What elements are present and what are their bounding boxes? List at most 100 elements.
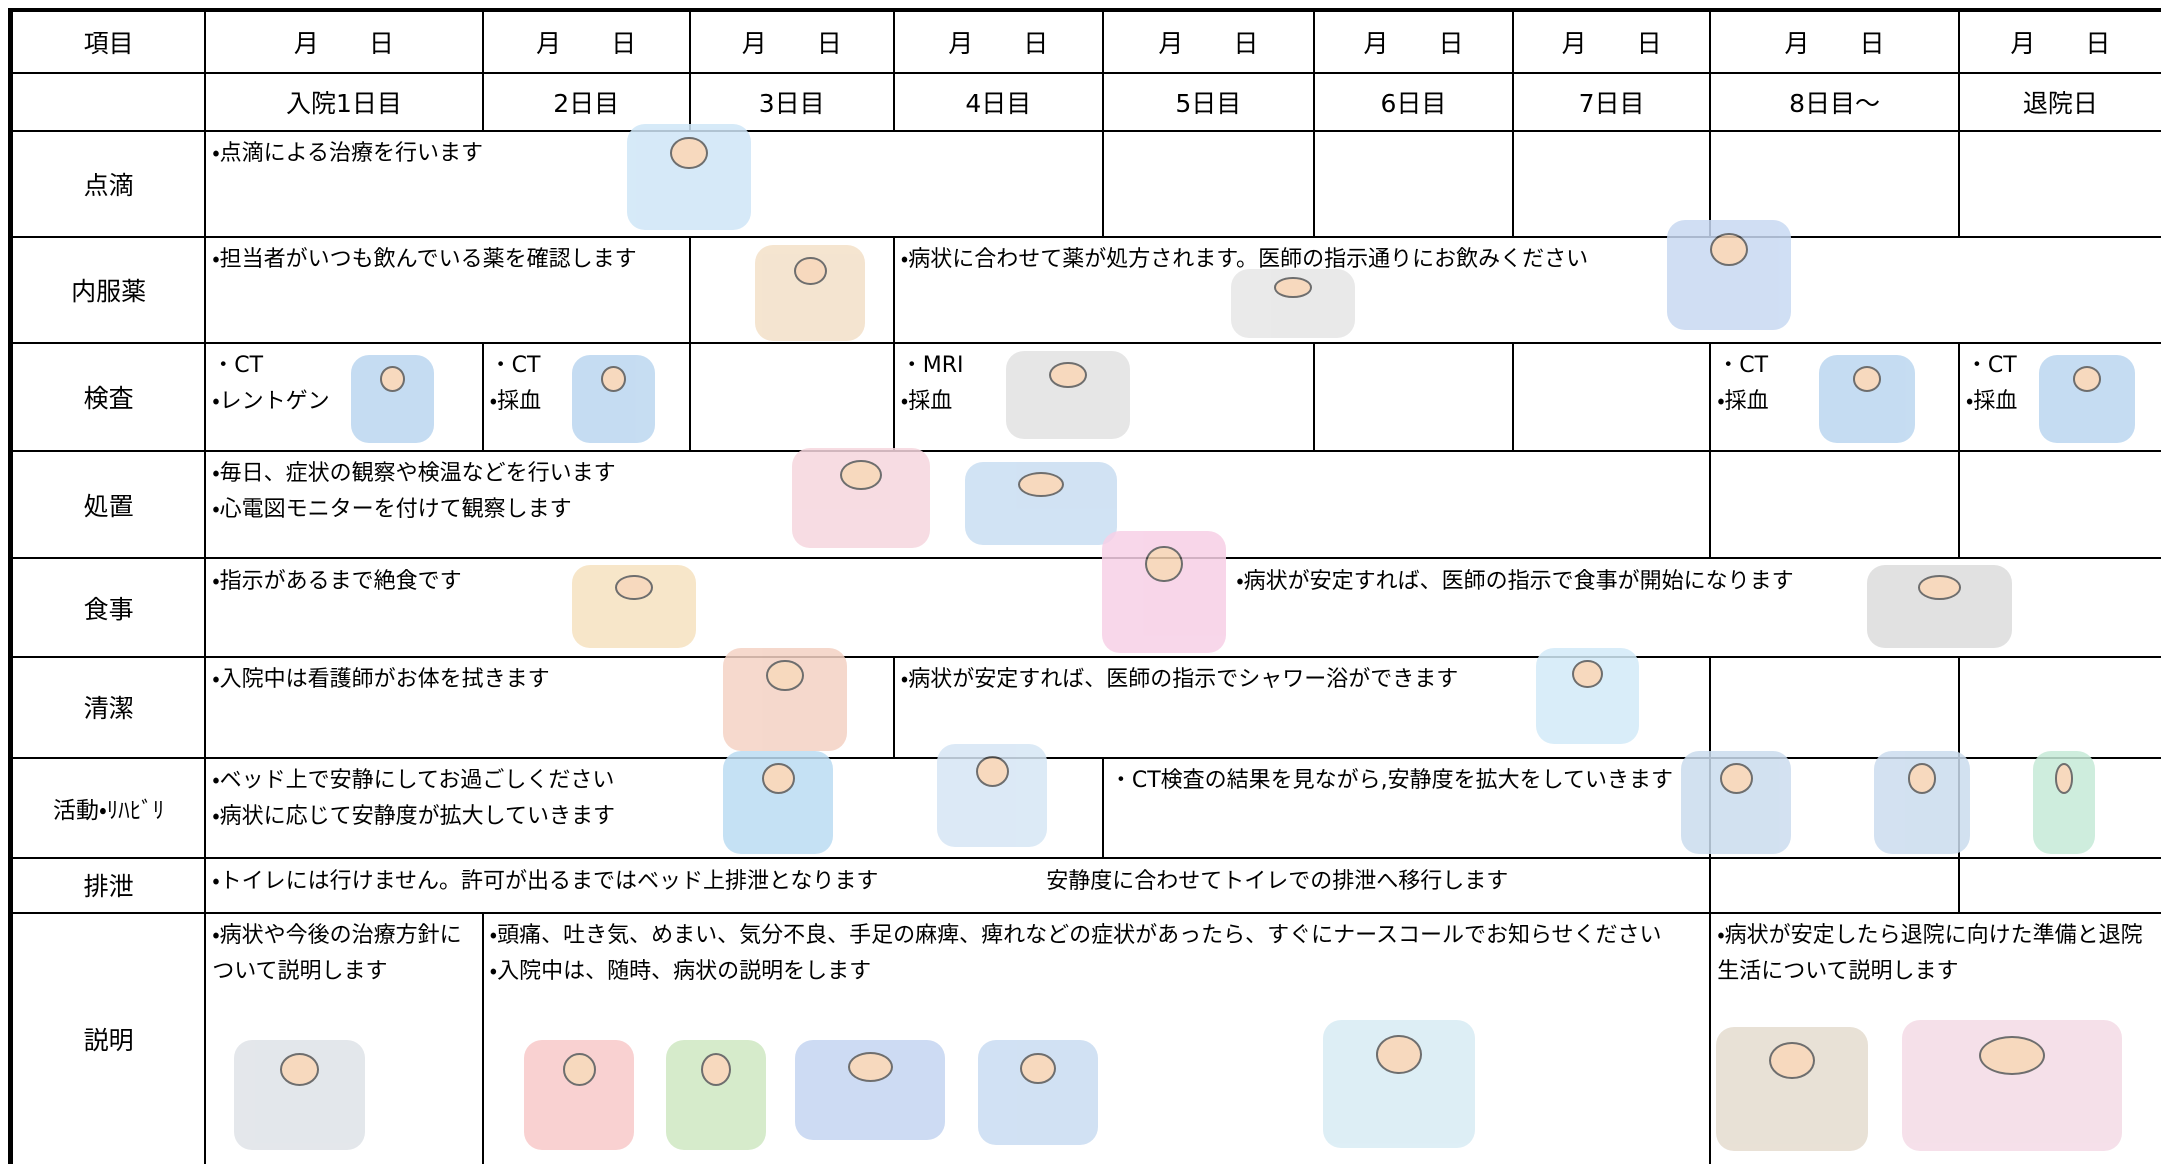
- cell-text: ・病状が安定したら退院に向けた準備と退院生活について説明します: [1717, 922, 2143, 984]
- cell-text: ・心電図モニターを付けて観察します: [212, 497, 572, 523]
- cell-text: ・病状が安定すれば、医師の指示で食事が開始になります: [1236, 569, 1794, 595]
- row-label: 点滴: [13, 132, 205, 237]
- cell-text: ・CT: [1965, 353, 2017, 379]
- header-cell: 月 日: [1711, 12, 1958, 73]
- row-label: 排泄: [13, 858, 205, 912]
- cell-text: ・CT: [489, 353, 541, 379]
- illustration: [1323, 1020, 1475, 1148]
- illustration: [965, 462, 1117, 545]
- empty-cell: [1514, 132, 1710, 237]
- illustration: [666, 1040, 766, 1150]
- empty-cell: [1959, 452, 2161, 558]
- row-label: 内服薬: [13, 238, 205, 343]
- illustration: [351, 355, 434, 443]
- cell-text: ・指示があるまで絶食です: [212, 569, 462, 595]
- cell: ・トイレには行けません。許可が出るまではベッド上排泄となります 安静度に合わせて…: [206, 858, 1710, 912]
- empty-cell: [1959, 657, 2161, 757]
- illustration: [755, 245, 865, 341]
- cell-text: ・CT検査の結果を見ながら,安静度を拡大をしていきます: [1109, 767, 1673, 793]
- illustration: [2039, 355, 2135, 443]
- empty-cell: [1103, 132, 1313, 237]
- illustration: [572, 355, 655, 443]
- row-label: 説明: [13, 913, 205, 1164]
- illustration: [723, 751, 833, 854]
- illustration: [234, 1040, 365, 1150]
- cell-text: ・担当者がいつも飲んでいる薬を確認します: [212, 247, 637, 273]
- day-cell: 8日目～: [1711, 74, 1958, 131]
- cell: ・病状に合わせて薬が処方されます。医師の指示通りにお飲みください: [894, 238, 2161, 343]
- cell-text: ・点滴による治療を行います: [212, 141, 484, 167]
- header-cell: 月 日: [483, 12, 689, 73]
- cell-text: ・ベッド上で安静にしてお過ごしください: [212, 767, 615, 793]
- cell-text: ・CT: [212, 353, 264, 379]
- header-cell: 月 日: [1314, 12, 1513, 73]
- row-label: 検査: [13, 344, 205, 451]
- row-label: 処置: [13, 452, 205, 558]
- cell-text: ・CT: [1717, 353, 1769, 379]
- cell-text: ・病状に応じて安静度が拡大していきます: [212, 803, 616, 829]
- illustration: [1902, 1020, 2122, 1151]
- header-cell: 月 日: [1103, 12, 1313, 73]
- illustration: [1536, 648, 1639, 744]
- cell-text: ・MRI: [900, 353, 964, 379]
- empty-cell: [1711, 858, 1958, 912]
- empty-cell: [1514, 344, 1710, 451]
- illustration: [1819, 355, 1915, 443]
- empty-cell: [1711, 452, 1958, 558]
- cell-text: ・レントゲン: [212, 389, 330, 415]
- empty-cell: [1711, 657, 1958, 757]
- empty-cell: [1959, 858, 2161, 912]
- illustration: [1102, 531, 1226, 653]
- day-cell: 3日目: [690, 74, 893, 131]
- day-cell: 5日目: [1103, 74, 1313, 131]
- row-label: 活動・ﾘﾊﾋﾞﾘ: [13, 758, 205, 857]
- illustration: [978, 1040, 1098, 1145]
- cell: ・担当者がいつも飲んでいる薬を確認します: [206, 238, 689, 343]
- illustration: [524, 1040, 634, 1150]
- cell: ・毎日、症状の観察や検温などを行います ・心電図モニターを付けて観察します: [206, 452, 1710, 558]
- illustration: [1681, 751, 1791, 854]
- illustration: [2033, 751, 2095, 854]
- illustration: [572, 565, 696, 648]
- cell-text: 安静度に合わせてトイレでの排泄へ移行します: [1046, 868, 1509, 894]
- day-cell: 退院日: [1959, 74, 2161, 131]
- cell-text: ・入院中は、随時、病状の説明をします: [489, 958, 872, 984]
- header-cell: 月 日: [1959, 12, 2161, 73]
- illustration: [723, 648, 847, 751]
- cell-text: ・採血: [1717, 389, 1769, 415]
- header-cell: 項目: [13, 12, 205, 73]
- day-cell: 6日目: [1314, 74, 1513, 131]
- illustration: [627, 124, 751, 230]
- pathway-table: 項目 月 日 月 日 月 日 月 日 月 日 月 日 月 日 月 日 月 日 入…: [8, 8, 2161, 1164]
- cell-text: ・採血: [1965, 389, 2018, 415]
- empty-cell: [1314, 344, 1513, 451]
- cell-text: ・採血: [900, 389, 953, 415]
- header-cell: 月 日: [206, 12, 482, 73]
- header-cell: 月 日: [690, 12, 893, 73]
- illustration: [937, 744, 1047, 847]
- illustration: [792, 448, 930, 548]
- illustration: [1006, 351, 1130, 439]
- empty-cell: [1314, 132, 1513, 237]
- empty-cell: [1711, 132, 1958, 237]
- cell-text: ・毎日、症状の観察や検温などを行います: [212, 461, 616, 487]
- day-cell: 4日目: [894, 74, 1102, 131]
- illustration: [1716, 1027, 1868, 1151]
- row-label: 清潔: [13, 657, 205, 757]
- cell-text: ・病状や今後の治療方針について説明します: [212, 922, 462, 984]
- row-label: 食事: [13, 559, 205, 656]
- illustration: [1874, 751, 1970, 854]
- cell-text: ・頭痛、吐き気、めまい、気分不良、手足の麻痺、痺れなどの症状があったら、すぐにナ…: [489, 922, 1662, 948]
- empty-cell: [1959, 132, 2161, 237]
- empty-cell: [690, 344, 893, 451]
- day-cell: 7日目: [1514, 74, 1710, 131]
- cell-text: ・病状に合わせて薬が処方されます。医師の指示通りにお飲みください: [900, 247, 1589, 273]
- illustration: [1231, 269, 1355, 338]
- illustration: [1867, 565, 2012, 648]
- cell-text: ・トイレには行けません。許可が出るまではベッド上排泄となります: [212, 868, 879, 894]
- cell-text: ・病状が安定すれば、医師の指示でシャワー浴ができます: [900, 666, 1459, 692]
- day-cell: 2日目: [483, 74, 689, 131]
- empty-cell: [13, 74, 205, 131]
- header-cell: 月 日: [894, 12, 1102, 73]
- illustration: [1667, 220, 1791, 330]
